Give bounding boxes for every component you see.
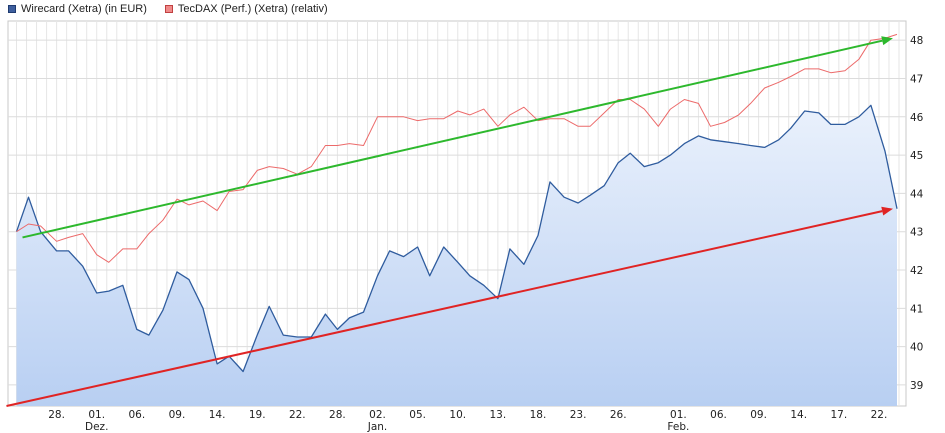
legend-item-tecdax[interactable]: TecDAX (Perf.) (Xetra) (relativ) bbox=[164, 3, 328, 15]
trend-arrow-red-line bbox=[6, 210, 883, 407]
x-tick-label: 09. bbox=[169, 409, 186, 421]
x-tick-label: 22. bbox=[289, 409, 306, 421]
x-tick-label: 10. bbox=[449, 409, 466, 421]
legend-swatch-tecdax bbox=[164, 5, 173, 13]
y-tick-label: 41 bbox=[910, 303, 923, 315]
x-tick-label: 17. bbox=[830, 409, 847, 421]
x-tick-label: 23. bbox=[570, 409, 587, 421]
x-tick-label: 13. bbox=[490, 409, 507, 421]
x-month-label: Jan. bbox=[367, 421, 388, 433]
x-tick-label: 18. bbox=[530, 409, 547, 421]
y-tick-label: 39 bbox=[910, 380, 923, 392]
x-tick-label: 01. bbox=[670, 409, 687, 421]
trend-arrow-green-line bbox=[22, 39, 883, 239]
wirecard-area bbox=[16, 105, 897, 406]
x-tick-label: 22. bbox=[871, 409, 888, 421]
series-layer bbox=[15, 33, 898, 406]
x-axis: 28. 01.Dez.06. 09. 14. 19. 22. 28. 02.Jan.05. 10… bbox=[48, 409, 887, 433]
legend-swatch-wirecard bbox=[8, 5, 16, 13]
y-tick-label: 48 bbox=[910, 35, 923, 47]
x-tick-label: 28. bbox=[48, 409, 65, 421]
x-tick-label: 06. bbox=[128, 409, 145, 421]
trend-arrow-red-head bbox=[881, 206, 893, 216]
legend-label-wirecard: Wirecard (Xetra) (in EUR) bbox=[21, 3, 147, 15]
x-month-label: Feb. bbox=[667, 421, 689, 433]
trend-arrow-green-head bbox=[881, 36, 893, 46]
x-month-label: Dez. bbox=[85, 421, 108, 433]
y-tick-label: 40 bbox=[910, 342, 923, 354]
y-tick-label: 47 bbox=[910, 73, 923, 85]
x-tick-label: 26. bbox=[610, 409, 627, 421]
x-tick-label: 14. bbox=[790, 409, 807, 421]
x-tick-label: 09. bbox=[750, 409, 767, 421]
legend: Wirecard (Xetra) (in EUR) TecDAX (Perf.)… bbox=[8, 3, 328, 15]
x-tick-label: 28. bbox=[329, 409, 346, 421]
series-line-tecdax bbox=[16, 33, 898, 263]
x-tick-label: 14. bbox=[209, 409, 226, 421]
y-tick-label: 43 bbox=[910, 227, 923, 239]
y-tick-label: 42 bbox=[910, 265, 923, 277]
x-tick-label: 05. bbox=[409, 409, 426, 421]
x-tick-label: 02. bbox=[369, 409, 386, 421]
y-axis: 39 40 41 42 43 44 45 46 47 48 bbox=[910, 35, 924, 392]
legend-label-tecdax: TecDAX (Perf.) (Xetra) (relativ) bbox=[177, 3, 328, 15]
y-tick-label: 46 bbox=[910, 112, 924, 124]
x-tick-label: 01. bbox=[88, 409, 105, 421]
trend-arrows bbox=[6, 36, 893, 407]
y-tick-label: 45 bbox=[910, 150, 923, 162]
x-tick-label: 06. bbox=[710, 409, 727, 421]
legend-item-wirecard[interactable]: Wirecard (Xetra) (in EUR) bbox=[8, 3, 147, 15]
x-tick-label: 19. bbox=[249, 409, 266, 421]
series-line-wirecard bbox=[15, 104, 898, 373]
y-tick-label: 44 bbox=[910, 188, 924, 200]
